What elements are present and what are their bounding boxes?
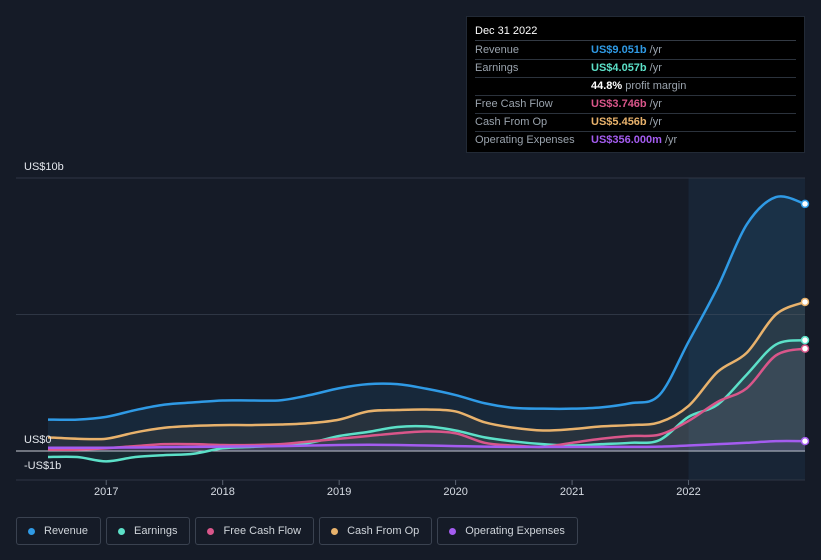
x-tick-label: 2021 xyxy=(560,486,584,498)
data-tooltip: Dec 31 2022 Revenue US$9.051b/yr Earnings U… xyxy=(466,16,805,153)
x-tick-label: 2020 xyxy=(443,486,467,498)
tooltip-row: 44.8% profit margin xyxy=(475,78,796,96)
y-axis-zero-label: US$0 xyxy=(24,434,52,446)
operating-expenses-end-marker xyxy=(800,436,810,446)
tooltip-rows: Revenue US$9.051b/yr Earnings US$4.057b/yr 4… xyxy=(475,42,796,149)
forecast-highlight-region xyxy=(688,178,805,480)
earnings-end-marker xyxy=(800,335,810,345)
free-cash-flow-area xyxy=(48,348,805,451)
tooltip-unit: /yr xyxy=(649,116,662,128)
tooltip-value: US$9.051b xyxy=(591,44,647,56)
legend-item-free-cash-flow[interactable]: Free Cash Flow xyxy=(195,517,315,545)
legend-label: Cash From Op xyxy=(347,525,420,537)
chart-legend: Revenue Earnings Free Cash Flow Cash From O… xyxy=(16,517,578,545)
tooltip-label: Revenue xyxy=(475,44,520,56)
tooltip-value: US$5.456b xyxy=(591,116,647,128)
tooltip-value: US$3.746b xyxy=(591,98,647,110)
tooltip-row: Earnings US$4.057b/yr xyxy=(475,60,796,78)
tooltip-value: 44.8% xyxy=(591,80,623,92)
tooltip-value: US$4.057b xyxy=(591,62,647,74)
earnings-line xyxy=(47,338,806,463)
tooltip-label: Cash From Op xyxy=(475,116,548,128)
series-lines xyxy=(47,195,806,463)
legend-dot-icon xyxy=(118,527,126,535)
earnings-area xyxy=(48,340,805,462)
revenue-area xyxy=(48,196,805,451)
legend-dot-icon xyxy=(28,527,35,535)
tooltip-label: Operating Expenses xyxy=(475,134,575,146)
x-tick-label: 2018 xyxy=(210,486,234,498)
tooltip-unit: /yr xyxy=(649,44,662,56)
legend-dot-icon xyxy=(331,527,339,535)
operating-expenses-line xyxy=(48,439,806,449)
series-end-markers xyxy=(800,199,810,446)
tooltip-row: Revenue US$9.051b/yr xyxy=(475,42,796,60)
tooltip-unit: /yr xyxy=(664,134,678,146)
legend-item-operating-expenses[interactable]: Operating Expenses xyxy=(437,517,578,545)
legend-dot-icon xyxy=(449,527,457,535)
tooltip-label: Earnings xyxy=(475,62,519,74)
legend-item-earnings[interactable]: Earnings xyxy=(106,517,191,545)
x-tick-label: 2019 xyxy=(327,486,351,498)
y-axis-negative-label: -US$1b xyxy=(24,460,61,472)
legend-item-cash-from-op[interactable]: Cash From Op xyxy=(319,517,433,545)
legend-dot-icon xyxy=(207,527,215,535)
legend-label: Earnings xyxy=(134,525,178,537)
tooltip-date: Dec 31 2022 xyxy=(475,23,796,41)
cash-from-op-end-marker xyxy=(800,297,810,307)
tooltip-row: Free Cash Flow US$3.746b/yr xyxy=(475,96,796,114)
tooltip-unit: /yr xyxy=(649,98,662,110)
tooltip-row: Operating Expenses US$356.000m/yr xyxy=(475,132,796,149)
tooltip-label: Free Cash Flow xyxy=(475,98,553,110)
tooltip-unit: profit margin xyxy=(625,80,687,92)
cash-from-op-line xyxy=(47,300,806,441)
x-tick-label: 2022 xyxy=(676,486,700,498)
x-axis-ticks: 2017 2018 2019 2020 2021 2022 xyxy=(94,480,701,498)
legend-label: Operating Expenses xyxy=(465,525,565,537)
free-cash-flow-end-marker xyxy=(800,344,810,353)
y-axis-top-label: US$10b xyxy=(24,161,64,173)
x-tick-label: 2017 xyxy=(94,486,118,498)
revenue-line xyxy=(47,195,806,422)
legend-label: Free Cash Flow xyxy=(223,525,302,537)
free-cash-flow-line xyxy=(47,347,806,451)
legend-label: Revenue xyxy=(44,525,89,537)
revenue-end-marker xyxy=(800,199,810,209)
tooltip-label xyxy=(475,78,591,95)
tooltip-unit: /yr xyxy=(649,62,662,74)
tooltip-value: US$356.000m xyxy=(591,134,662,146)
legend-item-revenue[interactable]: Revenue xyxy=(16,517,102,545)
tooltip-row: Cash From Op US$5.456b/yr xyxy=(475,114,796,132)
